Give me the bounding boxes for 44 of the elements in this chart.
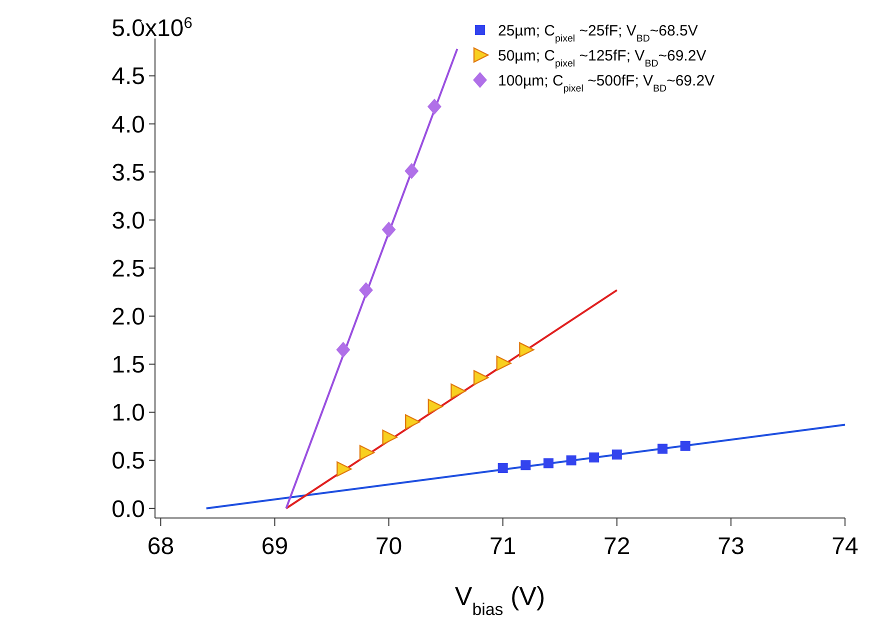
point [336,342,350,358]
x-tick-label: 70 [375,533,402,560]
point [382,222,396,238]
y-tick-label: 4.0 [112,111,145,138]
y-tick-label: 0.5 [112,448,145,475]
x-tick-label: 73 [718,533,744,560]
point [589,452,600,462]
point [496,356,512,371]
x-tick-label: 68 [147,533,174,560]
y-tick-label: 3.5 [112,159,145,186]
legend-label: 100µm; C$_{pixel}$ ~500fF; V$_{BD}$~69.2V [498,72,715,94]
legend-label: 25µm; C$_{pixel}$ ~25fF; V$_{BD}$~68.5V [498,22,698,44]
x-tick-label: 74 [832,533,858,560]
point [658,444,668,454]
y-tick-label: 1.5 [112,352,145,379]
point [358,282,373,298]
y-tick-label: 5.0 [112,15,145,42]
y-tick-label: 2.5 [112,255,145,282]
point [359,445,375,460]
point [428,398,444,414]
point [382,430,398,445]
point [566,455,576,466]
point [473,370,489,386]
point [336,461,352,477]
x-axis-title: V$_{bias}$ (V) [454,581,546,618]
point [520,460,531,470]
point [498,463,508,474]
point [680,440,690,451]
x-tick-label: 69 [261,533,288,560]
x-tick-label: 72 [604,533,630,560]
point [450,384,466,399]
point [612,450,622,460]
y-tick-label: 1.0 [112,400,145,427]
y-tick-label: 3.0 [112,207,145,234]
y-tick-label: 0.0 [112,496,145,523]
y-tick-label: 4.5 [112,63,145,90]
point [404,162,419,179]
y-tick-label: 2.0 [112,304,145,331]
x-tick-label: 71 [490,533,516,560]
point [405,414,420,430]
point [543,458,554,468]
point [519,342,534,358]
point [427,98,442,115]
legend-label: 50µm; C$_{pixel}$ ~125fF; V$_{BD}$~69.2V [498,47,706,69]
